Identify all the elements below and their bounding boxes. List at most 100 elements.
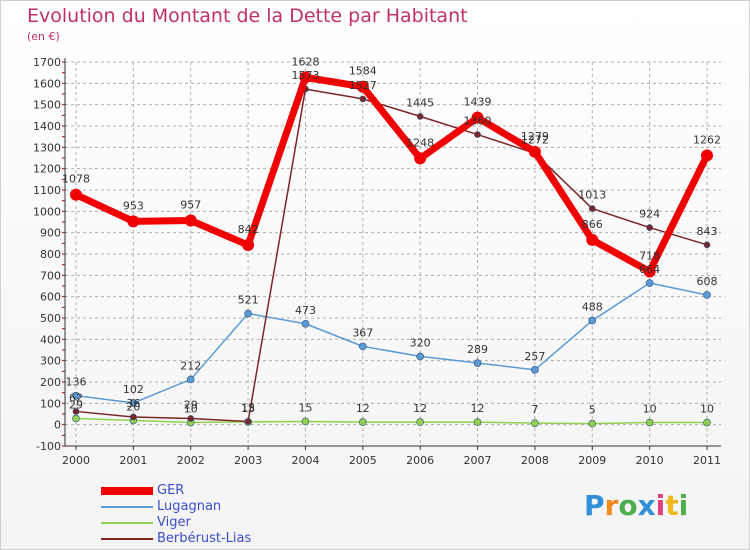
data-label-ger: 1439 [464,96,492,109]
point-lugagnan [72,391,80,400]
data-label-ger: 842 [238,223,259,236]
legend-item: Viger [101,515,301,531]
y-tick-label: 400 [40,333,61,346]
data-label-viger: 13 [241,402,255,415]
data-label-lugagnan: 608 [697,275,718,288]
logo-letter: i [655,489,666,522]
point-lugagnan [301,319,310,328]
point-ger [184,214,197,227]
point-berb-rust-lias [474,131,481,138]
y-tick-label: 700 [40,269,61,282]
data-label-berb-rust-lias: 36 [126,397,140,410]
x-tick-label: 2010 [636,454,664,467]
point-ger [701,149,713,162]
point-ger [356,80,369,93]
x-tick-label: 2008 [521,454,549,467]
logo-letter: P [584,489,605,522]
point-viger [531,419,539,427]
point-berb-rust-lias [187,415,195,422]
y-tick-label: 1100 [33,184,61,197]
y-tick-label: 1300 [33,141,61,154]
point-lugagnan [588,316,597,325]
series-line-ger [74,73,711,275]
y-tick-label: 1400 [33,120,61,133]
legend-item: Berbérust-Lias [101,531,301,547]
x-tick-label: 2003 [234,454,262,467]
point-lugagnan [416,352,424,361]
x-tick-label: 2007 [464,454,492,467]
chart-title: Evolution du Montant de la Dette par Hab… [27,5,468,27]
data-label-viger: 20 [126,400,140,413]
data-label-viger: 7 [531,403,538,416]
point-viger [72,414,80,423]
data-label-berb-rust-lias: 1013 [578,189,606,202]
legend-item: Lugagnan [101,499,301,515]
y-tick-label: 500 [40,312,61,325]
data-label-ger: 1628 [291,55,319,68]
data-label-ger: 1279 [521,130,549,143]
data-label-ger: 957 [180,199,201,212]
point-lugagnan [473,359,482,367]
point-ger [70,188,82,201]
y-tick-label: 0 [54,419,61,432]
data-label-berb-rust-lias: 843 [697,225,718,238]
data-label-lugagnan: 289 [467,343,488,356]
x-tick-label: 2004 [291,454,319,467]
x-tick-label: 2006 [406,454,434,467]
logo-letter: t [665,489,679,522]
series-line-viger [75,417,707,425]
point-berb-rust-lias [646,224,653,231]
logo-letter: x [637,489,656,522]
legend-label: Berbérust-Lias [157,531,252,546]
point-lugagnan [359,342,367,351]
y-tick-label: 800 [40,248,61,261]
point-viger [645,418,654,427]
y-tick-label: 1600 [33,77,61,90]
data-label-berb-rust-lias: 1573 [291,69,319,82]
y-tick-label: 1500 [33,99,61,112]
data-label-lugagnan: 102 [123,383,144,396]
data-label-viger: 15 [298,401,312,414]
point-berb-rust-lias [244,418,252,425]
point-viger [703,418,711,427]
data-label-lugagnan: 521 [238,294,259,307]
data-label-ger: 953 [123,199,144,212]
point-ger [414,152,427,165]
data-label-viger: 12 [356,402,370,415]
data-label-viger: 10 [643,403,657,416]
data-label-ger: 718 [639,249,660,262]
data-label-viger: 29 [69,398,83,411]
legend-swatch [101,487,153,495]
data-label-viger: 12 [471,402,485,415]
x-tick-label: 2005 [349,454,377,467]
point-berb-rust-lias [588,205,596,212]
y-tick-label: 1000 [33,205,61,218]
data-label-berb-rust-lias: 1360 [464,115,492,128]
legend-swatch [101,538,153,540]
data-label-ger: 1262 [693,133,721,146]
point-lugagnan [703,291,711,299]
point-lugagnan [645,279,654,287]
logo-letter: r [604,489,619,522]
data-label-berb-rust-lias: 62 [69,391,83,404]
point-ger [528,145,541,158]
data-label-ger: 1584 [349,65,377,78]
series-line-lugagnan [75,282,708,404]
point-lugagnan [531,366,539,374]
y-tick-label: 1700 [33,56,61,69]
y-tick-label: 1200 [33,163,61,176]
data-label-viger: 10 [184,403,198,416]
data-label-lugagnan: 212 [180,359,201,372]
point-ger [242,239,255,252]
data-label-ger: 1078 [62,173,90,186]
data-label-viger: 5 [589,404,596,417]
y-tick-label: 300 [40,355,61,368]
series-line-berb-rust-lias [75,88,708,423]
logo-letter: i [678,489,689,522]
legend: GER Lugagnan Viger Berbérust-Lias [101,483,301,547]
point-lugagnan [129,399,138,407]
point-viger [359,418,367,426]
data-label-lugagnan: 257 [524,350,545,363]
data-label-lugagnan: 136 [66,376,87,389]
